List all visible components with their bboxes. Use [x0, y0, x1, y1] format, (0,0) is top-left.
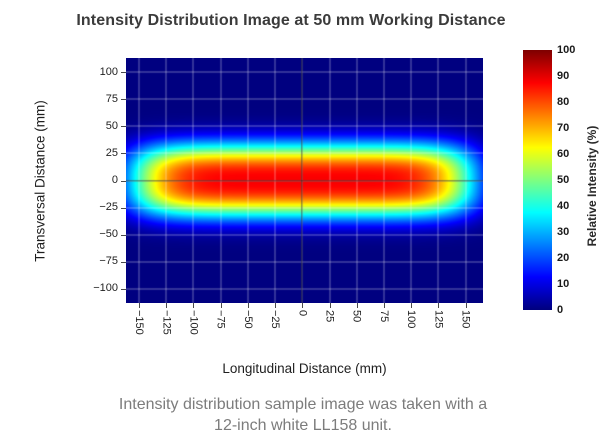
- x-tick-label: 25: [323, 310, 336, 323]
- x-tick-label: 75: [377, 310, 390, 323]
- y-tick-label: −100: [93, 282, 118, 295]
- y-tick-mark: [121, 289, 126, 290]
- x-tick-label: −75: [214, 310, 227, 329]
- x-tick-mark: [438, 303, 439, 308]
- y-tick-label: −25: [99, 201, 118, 214]
- colorbar-tick-label: 40: [557, 199, 570, 212]
- y-tick-mark: [121, 99, 126, 100]
- y-tick-label: 100: [99, 65, 118, 78]
- colorbar-tick-label: 30: [557, 225, 570, 238]
- figure-caption: Intensity distribution sample image was …: [0, 395, 606, 436]
- x-tick-label: 100: [405, 310, 418, 329]
- colorbar-tick-label: 70: [557, 121, 570, 134]
- y-tick-label: −50: [99, 228, 118, 241]
- y-tick-mark: [121, 153, 126, 154]
- caption-line-2: 12-inch white LL158 unit.: [214, 416, 392, 434]
- caption-line-1: Intensity distribution sample image was …: [118, 396, 488, 413]
- x-tick-mark: [139, 303, 140, 308]
- x-tick-label: −25: [269, 310, 282, 329]
- colorbar-tick-label: 0: [557, 303, 564, 316]
- x-tick-mark: [248, 303, 249, 308]
- x-tick-mark: [302, 303, 303, 308]
- x-tick-mark: [384, 303, 385, 308]
- y-tick-mark: [121, 262, 126, 263]
- y-tick-label: 50: [105, 119, 118, 132]
- colorbar-canvas: [523, 50, 552, 310]
- x-tick-mark: [357, 303, 358, 308]
- x-tick-mark: [330, 303, 331, 308]
- x-tick-mark: [166, 303, 167, 308]
- chart-title: Intensity Distribution Image at 50 mm Wo…: [76, 12, 506, 29]
- y-tick-label: 25: [105, 146, 118, 159]
- y-tick-label: 0: [111, 174, 118, 186]
- x-tick-label: −125: [160, 310, 173, 335]
- y-tick-label: 75: [105, 92, 118, 105]
- colorbar-tick-label: 20: [557, 251, 570, 264]
- colorbar-tick-label: 60: [557, 147, 570, 160]
- colorbar-tick-label: 50: [557, 173, 570, 186]
- colorbar-tick-label: 80: [557, 95, 570, 108]
- y-tick-mark: [121, 72, 126, 73]
- x-tick-mark: [221, 303, 222, 308]
- x-tick-label: 50: [350, 310, 363, 323]
- x-tick-mark: [193, 303, 194, 308]
- x-tick-label: −50: [241, 310, 254, 329]
- y-tick-label: −75: [99, 255, 118, 268]
- x-tick-label: 125: [432, 310, 445, 329]
- heatmap-canvas: [126, 58, 483, 303]
- colorbar-tick-label: 90: [557, 69, 570, 82]
- y-tick-mark: [121, 235, 126, 236]
- x-tick-label: 0: [296, 310, 309, 317]
- x-tick-mark: [411, 303, 412, 308]
- x-axis-label: Longitudinal Distance (mm): [222, 361, 387, 376]
- y-tick-mark: [121, 208, 126, 209]
- colorbar-tick-label: 100: [557, 43, 576, 56]
- y-tick-mark: [121, 181, 126, 182]
- colorbar-tick-label: 10: [557, 277, 570, 290]
- x-tick-label: −100: [187, 310, 200, 335]
- x-tick-label: −150: [133, 310, 146, 335]
- y-tick-mark: [121, 126, 126, 127]
- x-tick-mark: [275, 303, 276, 308]
- x-tick-mark: [466, 303, 467, 308]
- x-tick-label: 150: [459, 310, 472, 329]
